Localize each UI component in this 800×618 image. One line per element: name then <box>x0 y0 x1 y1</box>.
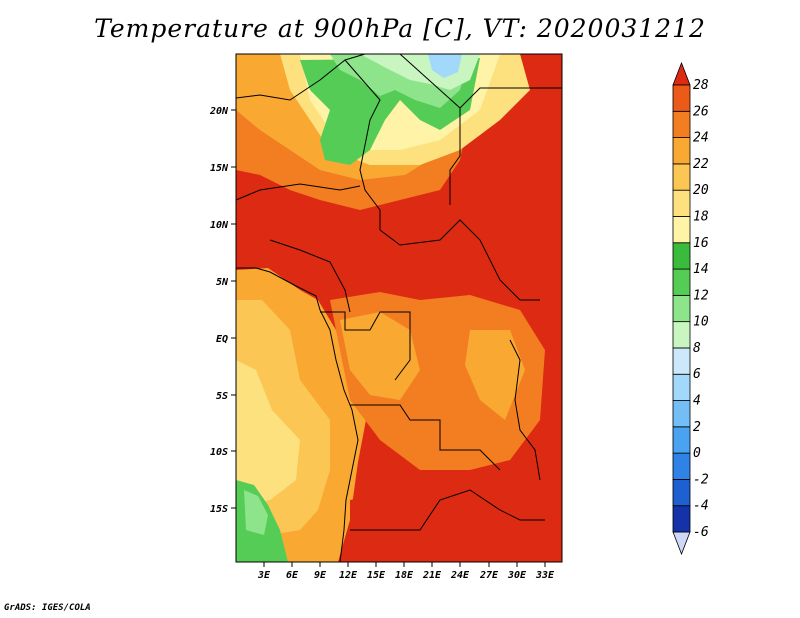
lat-label: 5S <box>216 391 228 402</box>
map-plot <box>235 53 563 563</box>
colorbar-box <box>672 163 691 191</box>
lat-axis: 20N 15N 10N 5N EQ 5S 10S 15S <box>209 106 236 515</box>
colorbar-label: 2 <box>693 420 701 435</box>
colorbar-label: 8 <box>693 341 701 356</box>
lon-label: 9E <box>314 570 327 581</box>
colorbar-box <box>672 294 691 323</box>
southern-red-band <box>350 470 562 562</box>
central-lightorange-field <box>340 312 420 400</box>
lon-label: 15E <box>367 570 386 581</box>
colorbar-box <box>672 137 691 165</box>
lat-label: 15N <box>210 163 229 174</box>
border-west-africa <box>235 183 361 201</box>
border-east-lakes <box>509 339 541 481</box>
colorbar-label: 26 <box>693 104 709 119</box>
colorbar-box <box>672 84 691 112</box>
coastline-west <box>236 267 359 563</box>
colorbar-label: 12 <box>693 288 709 303</box>
colorbar-box <box>672 479 691 507</box>
colorbar-top-triangle <box>672 61 691 86</box>
colorbar-label: 0 <box>693 446 701 461</box>
ocean-pale-field <box>236 360 300 505</box>
colorbar-label: -6 <box>693 525 709 540</box>
colorbar-label: 6 <box>693 367 701 382</box>
colorbar-label: 14 <box>693 262 709 277</box>
lon-label: 18E <box>395 570 414 581</box>
lat-label: 15S <box>210 504 228 515</box>
border-sudan <box>459 87 562 109</box>
border-north-2 <box>344 59 381 230</box>
border-nigeria-cameroon <box>269 239 351 313</box>
lon-axis: 3E 6E 9E 12E 15E 18E 21E 24E 27E 30E 33E <box>257 562 555 581</box>
southwest-lightgreen-patch <box>244 490 268 535</box>
colorbar-box <box>672 268 691 296</box>
colorbar-box <box>672 216 691 244</box>
colorbar-box <box>672 189 691 217</box>
lon-label: 27E <box>479 570 499 581</box>
colorbar-label: 20 <box>693 183 709 198</box>
colorbar-label: 22 <box>693 157 709 172</box>
border-central-2 <box>350 404 501 471</box>
colorbar-label: -2 <box>693 472 709 487</box>
lon-label: 12E <box>339 570 358 581</box>
lat-label: 10S <box>210 447 228 458</box>
east-lightorange-field <box>465 330 525 420</box>
colorbar-box <box>672 347 691 375</box>
border-chad-car <box>379 219 540 301</box>
border-central-1 <box>320 311 411 381</box>
colorbar-label: 4 <box>693 394 701 409</box>
colorbar-box <box>672 110 691 138</box>
colorbar-label: -4 <box>693 499 709 514</box>
colorbar-label: 10 <box>693 315 709 330</box>
border-angola-zambia <box>350 489 545 531</box>
colorbar-label: 16 <box>693 236 709 251</box>
figure-title: Temperature at 900hPa [C], VT: 202003121… <box>94 14 706 43</box>
border-north-3 <box>399 53 461 205</box>
colorbar-box <box>672 426 691 454</box>
lat-label: EQ <box>216 334 228 345</box>
lon-label: 24E <box>450 570 470 581</box>
colorbar-box <box>672 505 691 533</box>
colorbar-box <box>672 373 691 401</box>
lon-label: 33E <box>535 570 555 581</box>
grads-credit: GrADS: IGES/COLA <box>4 603 91 613</box>
lat-label: 10N <box>210 220 229 231</box>
colorbar-label: 24 <box>693 131 709 146</box>
north-lightblue-patch <box>428 54 462 78</box>
borders <box>235 53 562 563</box>
colorbar-label: 28 <box>693 78 709 93</box>
lat-label: 5N <box>216 277 229 288</box>
map-frame <box>235 53 563 563</box>
colorbar-box <box>672 452 691 480</box>
colorbar-box <box>672 400 691 428</box>
lon-label: 6E <box>286 570 299 581</box>
colorbar-bottom-triangle <box>672 531 691 556</box>
lon-label: 3E <box>257 570 271 581</box>
sahel-red-band <box>260 160 562 300</box>
colorbar-box <box>672 321 691 349</box>
lon-label: 30E <box>507 570 527 581</box>
colorbar-label: 18 <box>693 209 709 224</box>
lon-label: 21E <box>422 570 442 581</box>
border-north-1 <box>235 53 366 101</box>
lat-label: 20N <box>209 106 229 117</box>
colorbar-box <box>672 242 691 270</box>
